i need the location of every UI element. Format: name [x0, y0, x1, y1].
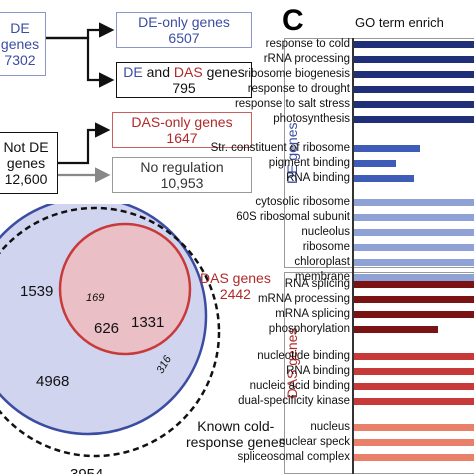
de-term-bar [354, 244, 474, 251]
not-de-line1: Not DE [3, 139, 49, 155]
das-term-label: nucleic acid binding [249, 380, 350, 392]
de-term-label: pigment binding [268, 157, 350, 169]
das-term-label: nuclear speck [279, 436, 350, 448]
de-term-bar [354, 199, 474, 206]
de-term-label: RNA binding [286, 172, 350, 184]
das-term-label: nucleotide binding [257, 350, 350, 362]
de-term-bar [354, 214, 474, 221]
de-term-label: 60S ribosomal subunit [236, 211, 350, 223]
not-de-line3: 12,600 [4, 171, 48, 187]
de-term-label: rRNA processing [263, 53, 350, 65]
arrow-de-to-dedas [46, 36, 115, 88]
venn-de-das: 169 [86, 292, 104, 304]
de-group-frame [284, 38, 474, 268]
das-term-label: mRNA splicing [275, 308, 350, 320]
das-label-line1: DAS genes [200, 270, 271, 286]
de-genes-box: DE genes 7302 [0, 12, 46, 76]
de-term-bar [354, 71, 474, 78]
de-term-label: membrane [295, 271, 350, 283]
de-only-label: DE-only genes [138, 14, 230, 30]
das-circle [58, 222, 192, 356]
das-term-label: spliceosomal complex [237, 451, 351, 463]
venn-all-three: 626 [94, 320, 119, 337]
venn-diagram: 1539 4968 626 169 1331 316 3954 [0, 204, 221, 474]
de-box-line2: genes [0, 36, 40, 52]
de-term-bar [354, 175, 414, 182]
de-only-box: DE-only genes 6507 [116, 12, 252, 48]
known-genes-label: Known cold- response genes [186, 418, 286, 450]
das-term-bar [354, 296, 474, 303]
de-only-count: 6507 [168, 30, 200, 46]
known-label-line1: Known cold- [197, 418, 275, 434]
not-de-line2: genes [6, 155, 46, 171]
de-term-bar [354, 86, 474, 93]
de-term-bar [354, 274, 474, 281]
no-reg-label: No regulation [140, 159, 224, 175]
das-term-bar [354, 454, 474, 461]
de-term-bar [354, 145, 420, 152]
das-term-bar [354, 326, 438, 333]
de-box-line1: DE [10, 20, 30, 36]
de-term-bar [354, 56, 474, 63]
de-das-count: 795 [172, 80, 196, 96]
de-term-bar [354, 101, 474, 108]
das-term-bar [354, 439, 474, 446]
das-only-box: DAS-only genes 1647 [112, 112, 252, 148]
go-axis-line [352, 38, 354, 474]
das-term-bar [354, 353, 474, 360]
das-term-bar [354, 398, 474, 405]
de-das-label: DE and DAS genes [123, 64, 244, 80]
de-das-box: DE and DAS genes 795 [116, 62, 252, 98]
de-term-bar [354, 41, 474, 48]
de-term-label: response to cold [265, 38, 350, 50]
known-circle [0, 206, 221, 458]
das-label-line2: 2442 [219, 286, 251, 302]
venn-de-known: 4968 [36, 373, 69, 390]
de-term-label: chloroplast [294, 256, 350, 268]
venn-known-only: 3954 [70, 466, 103, 474]
das-term-bar [354, 281, 474, 288]
de-das-part3: DAS [173, 64, 203, 80]
known-label-line2: response genes [186, 434, 286, 450]
panel-letter: C [282, 4, 304, 37]
das-term-label: phosphorylation [268, 323, 350, 335]
de-box-line3: 7302 [4, 52, 36, 68]
de-term-bar [354, 116, 474, 123]
das-term-bar [354, 368, 474, 375]
de-term-label: response to salt stress [234, 98, 350, 110]
das-only-count: 1647 [166, 130, 198, 146]
arrow-de-to-deonly [46, 22, 115, 40]
go-title: GO term enrich [355, 15, 444, 30]
not-de-box: Not DE genes 12,600 [0, 132, 58, 194]
de-term-bar [354, 160, 396, 167]
das-term-label: RNA splicing [284, 278, 350, 290]
das-genes-label: DAS genes 2442 [200, 270, 271, 302]
de-term-label: Str. constituent of ribosome [210, 142, 350, 154]
das-term-label: mRNA processing [257, 293, 350, 305]
das-term-label: RNA binding [286, 365, 350, 377]
de-das-part2: and [146, 64, 170, 80]
de-das-part4: genes [206, 64, 245, 80]
no-regulation-box: No regulation 10,953 [112, 157, 252, 193]
de-term-label: response to drought [247, 83, 350, 95]
de-term-bar [354, 229, 474, 236]
de-term-label: nucleolus [301, 226, 350, 238]
das-only-label: DAS-only genes [131, 114, 233, 130]
de-term-label: ribosome biogenesis [244, 68, 350, 80]
das-term-bar [354, 311, 474, 318]
das-term-bar [354, 424, 474, 431]
de-term-bar [354, 259, 474, 266]
de-term-label: ribosome [302, 241, 350, 253]
de-term-label: photosynthesis [273, 113, 350, 125]
das-term-bar [354, 383, 474, 390]
das-term-label: nucleus [310, 421, 350, 433]
das-term-label: dual-specificity kinase [238, 395, 350, 407]
no-reg-count: 10,953 [160, 175, 204, 191]
de-term-label: cytosolic ribosome [255, 196, 350, 208]
de-das-part1: DE [123, 64, 143, 80]
venn-de-only: 1539 [20, 283, 53, 300]
venn-das-only: 1331 [131, 314, 164, 331]
arrow-notde-to-dasonly [58, 122, 111, 165]
